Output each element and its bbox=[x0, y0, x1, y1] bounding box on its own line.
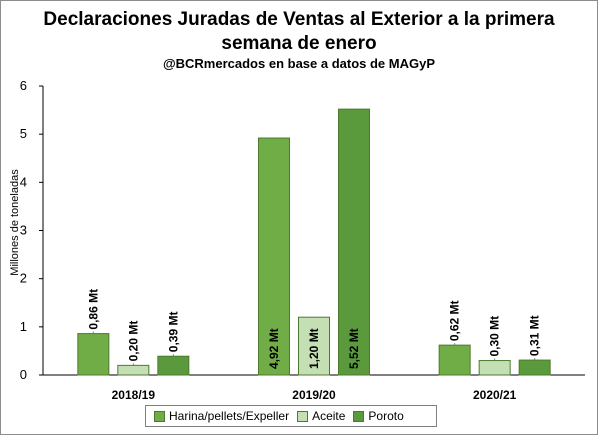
bar bbox=[258, 137, 290, 376]
bar bbox=[117, 364, 150, 376]
x-category-label: 2019/20 bbox=[292, 388, 336, 402]
y-tick-label: 2 bbox=[20, 271, 27, 286]
legend-swatch bbox=[297, 410, 309, 422]
y-tick-label: 4 bbox=[20, 174, 27, 189]
x-category-label: 2018/19 bbox=[112, 388, 156, 402]
data-label: 0,86 Mt bbox=[86, 289, 100, 330]
x-category-label: 2020/21 bbox=[473, 388, 517, 402]
legend-label: Poroto bbox=[368, 409, 404, 423]
data-label: 1,20 Mt bbox=[307, 328, 321, 369]
legend-item: Poroto bbox=[353, 409, 404, 423]
data-label: 0,30 Mt bbox=[488, 316, 502, 357]
y-tick-label: 5 bbox=[20, 126, 27, 141]
legend-item: Harina/pellets/Expeller bbox=[154, 409, 289, 423]
legend-swatch bbox=[154, 410, 165, 422]
legend-swatch bbox=[353, 410, 365, 422]
chart-title-line-1: Declaraciones Juradas de Ventas al Exter… bbox=[43, 9, 555, 30]
bar bbox=[298, 316, 330, 376]
y-tick-label: 0 bbox=[20, 367, 27, 382]
data-label: 4,92 Mt bbox=[267, 328, 281, 369]
legend-label: Aceite bbox=[312, 409, 346, 423]
data-label: 0,31 Mt bbox=[528, 315, 542, 356]
bar bbox=[478, 360, 511, 376]
data-label: 0,39 Mt bbox=[166, 312, 180, 353]
data-label: 0,20 Mt bbox=[126, 321, 140, 362]
data-label: 5,52 Mt bbox=[347, 328, 361, 369]
bar bbox=[77, 333, 110, 376]
bar bbox=[438, 344, 471, 376]
y-tick-label: 1 bbox=[20, 319, 27, 334]
chart-title-line-2: semana de enero bbox=[221, 33, 377, 54]
bar bbox=[518, 359, 551, 376]
y-axis-label: Millones de toneladas bbox=[9, 169, 21, 276]
y-tick-label: 3 bbox=[20, 223, 27, 238]
data-label: 0,62 Mt bbox=[448, 300, 462, 341]
y-tick-label: 6 bbox=[20, 78, 27, 93]
legend-label: Harina/pellets/Expeller bbox=[169, 409, 290, 423]
bar bbox=[157, 355, 190, 376]
bar bbox=[338, 108, 370, 376]
chart-subtitle: @BCRmercados en base a datos de MAGyP bbox=[162, 56, 436, 71]
legend: Harina/pellets/Expeller Aceite Poroto bbox=[145, 405, 437, 427]
legend-item: Aceite bbox=[297, 409, 345, 423]
